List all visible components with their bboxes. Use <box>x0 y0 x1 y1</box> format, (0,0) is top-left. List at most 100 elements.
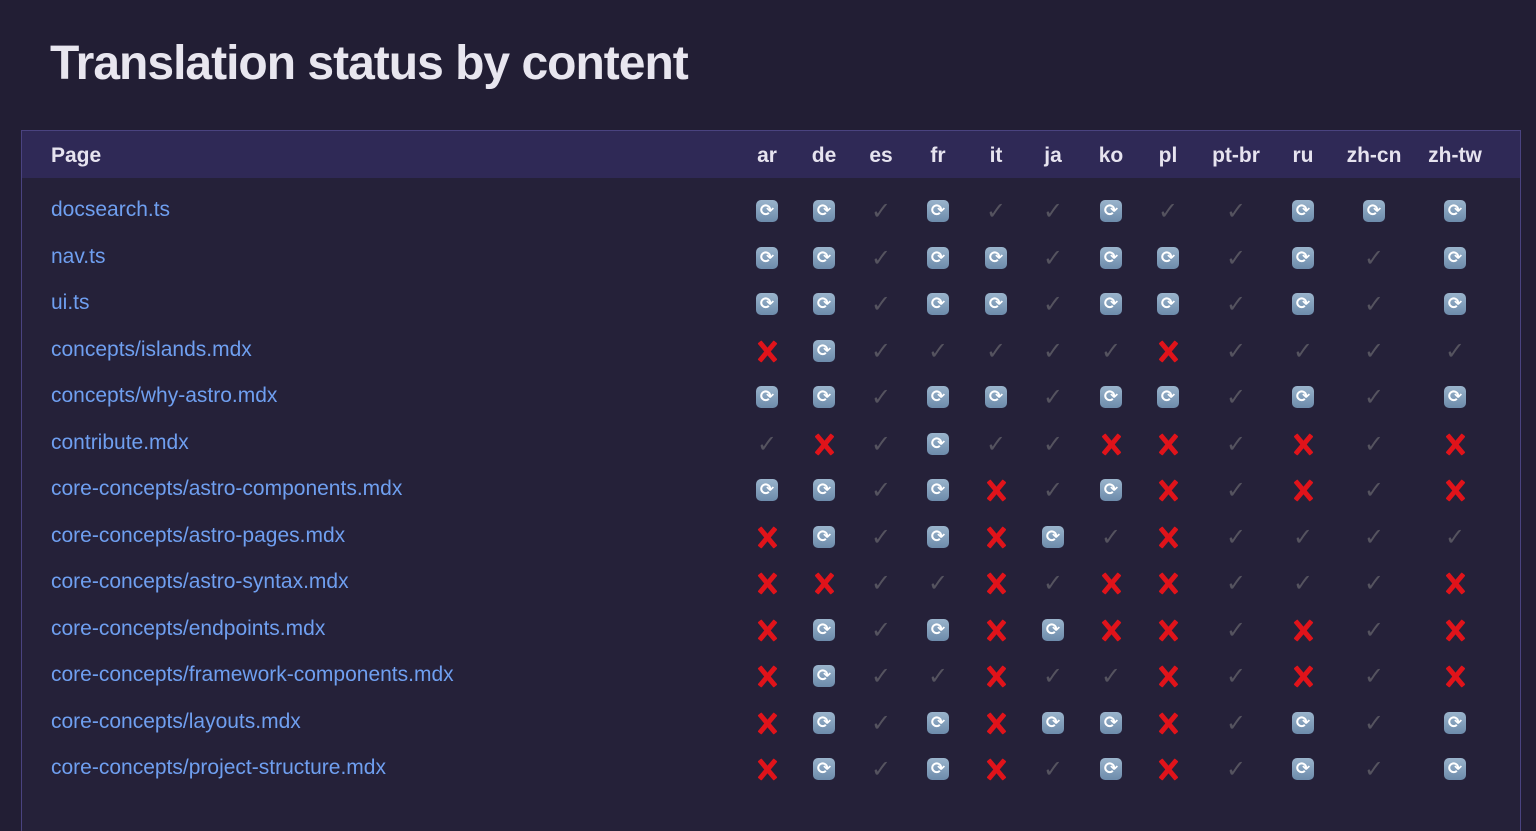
done-check-icon: ✓ <box>870 336 892 365</box>
status-cell-zh-tw <box>1442 570 1468 596</box>
status-cell-ru <box>1290 431 1316 457</box>
needs-update-icon: ⟳ <box>985 293 1007 315</box>
needs-update-icon: ⟳ <box>1292 758 1314 780</box>
page-link[interactable]: concepts/why-astro.mdx <box>51 384 278 407</box>
missing-icon <box>984 757 1008 781</box>
status-cell-it: ✓ <box>983 338 1009 364</box>
needs-update-icon: ⟳ <box>813 200 835 222</box>
status-cell-de: ⟳ <box>811 384 837 410</box>
done-check-icon: ✓ <box>985 429 1007 458</box>
status-cell-es: ✓ <box>868 663 894 689</box>
done-check-icon: ✓ <box>927 336 949 365</box>
page-link[interactable]: core-concepts/astro-pages.mdx <box>51 523 346 547</box>
needs-update-icon: ⟳ <box>927 711 949 734</box>
needs-update-icon: ⟳ <box>1100 711 1122 734</box>
needs-update-icon: ⟳ <box>1292 246 1314 269</box>
needs-update-icon: ⟳ <box>1292 711 1314 734</box>
page-link[interactable]: core-concepts/project-structure.mdx <box>51 756 386 779</box>
status-cell-zh-tw: ⟳ <box>1442 291 1468 317</box>
status-cell-es: ✓ <box>868 291 894 317</box>
status-cell-zh-cn: ✓ <box>1361 384 1387 410</box>
status-cell-it <box>983 710 1009 736</box>
status-cell-ko: ✓ <box>1098 338 1124 364</box>
done-check-icon: ✓ <box>870 755 892 783</box>
status-cell-ar <box>754 710 780 736</box>
status-cell-ja: ✓ <box>1040 198 1066 224</box>
done-check-icon: ✓ <box>1225 476 1247 504</box>
needs-update-icon: ⟳ <box>985 246 1007 269</box>
status-cell-es: ✓ <box>868 245 894 271</box>
status-cell-fr: ⟳ <box>925 524 951 550</box>
needs-update-icon: ⟳ <box>813 293 835 315</box>
status-cell-pt-br: ✓ <box>1223 710 1249 736</box>
status-cell-de: ⟳ <box>811 245 837 271</box>
page-link[interactable]: core-concepts/astro-components.mdx <box>51 477 403 500</box>
status-cell-ko: ⟳ <box>1098 477 1124 503</box>
status-cell-ar: ⟳ <box>754 384 780 410</box>
status-cell-ja: ⟳ <box>1040 524 1066 550</box>
status-cell-ar: ⟳ <box>754 245 780 271</box>
status-cell-it <box>983 663 1009 689</box>
status-cell-pl <box>1155 524 1181 550</box>
done-check-icon: ✓ <box>1225 429 1247 458</box>
page-link[interactable]: core-concepts/layouts.mdx <box>51 709 301 733</box>
needs-update-icon: ⟳ <box>1363 200 1385 222</box>
page-link[interactable]: ui.ts <box>51 291 90 314</box>
needs-update-icon: ⟳ <box>1157 293 1179 315</box>
table-body: docsearch.ts ⟳ ⟳ ✓ ⟳ ✓ ✓ ⟳ ✓ ✓ ⟳ ⟳ ⟳ nav.ts ⟳ ⟳ ✓ ⟳ ⟳ ✓ ⟳ ⟳ ✓ ⟳… <box>22 178 1520 793</box>
table-row: core-concepts/astro-syntax.mdx ✓ ✓ ✓ ✓ ✓ ✓ <box>22 560 1520 607</box>
status-cell-zh-tw: ⟳ <box>1442 198 1468 224</box>
missing-icon <box>1099 618 1123 642</box>
status-cell-pt-br: ✓ <box>1223 338 1249 364</box>
missing-icon <box>1443 571 1467 595</box>
missing-icon <box>755 711 779 735</box>
needs-update-icon: ⟳ <box>756 293 778 315</box>
status-cell-es: ✓ <box>868 477 894 503</box>
status-cell-ar <box>754 570 780 596</box>
table-header: Page ar de es fr it ja ko pl pt-br ru zh-cn zh-tw <box>22 131 1520 178</box>
status-cell-ru: ⟳ <box>1290 291 1316 317</box>
missing-icon <box>984 571 1008 595</box>
status-cell-ko: ⟳ <box>1098 710 1124 736</box>
missing-icon <box>812 432 836 456</box>
table-row: contribute.mdx ✓ ✓ ⟳ ✓ ✓ ✓ ✓ <box>22 421 1520 468</box>
needs-update-icon: ⟳ <box>927 525 949 548</box>
status-cell-es: ✓ <box>868 384 894 410</box>
done-check-icon: ✓ <box>1042 243 1064 272</box>
status-cell-it <box>983 570 1009 596</box>
page-link[interactable]: core-concepts/astro-syntax.mdx <box>51 570 349 593</box>
page-link[interactable]: concepts/islands.mdx <box>51 337 252 361</box>
done-check-icon: ✓ <box>985 197 1007 225</box>
page-link[interactable]: nav.ts <box>51 244 106 268</box>
page-link[interactable]: core-concepts/framework-components.mdx <box>51 663 454 686</box>
done-check-icon: ✓ <box>1363 243 1385 272</box>
status-cell-zh-cn: ✓ <box>1361 431 1387 457</box>
column-header-it: it <box>989 144 1003 167</box>
missing-icon <box>1443 432 1467 456</box>
status-cell-ja: ✓ <box>1040 291 1066 317</box>
status-cell-zh-cn: ✓ <box>1361 617 1387 643</box>
column-header-zh-cn: zh-cn <box>1346 144 1402 167</box>
needs-update-icon: ⟳ <box>756 246 778 269</box>
status-cell-ja: ✓ <box>1040 663 1066 689</box>
status-cell-de: ⟳ <box>811 291 837 317</box>
missing-icon <box>812 571 836 595</box>
done-check-icon: ✓ <box>1042 755 1064 783</box>
needs-update-icon: ⟳ <box>1157 386 1179 408</box>
missing-icon <box>1099 432 1123 456</box>
done-check-icon: ✓ <box>870 383 892 411</box>
page-link[interactable]: core-concepts/endpoints.mdx <box>51 616 326 640</box>
needs-update-icon: ⟳ <box>927 432 949 455</box>
status-cell-zh-cn: ✓ <box>1361 710 1387 736</box>
status-cell-fr: ⟳ <box>925 617 951 643</box>
done-check-icon: ✓ <box>1225 708 1247 737</box>
status-cell-it: ⟳ <box>983 291 1009 317</box>
status-cell-it <box>983 524 1009 550</box>
page-link[interactable]: contribute.mdx <box>51 430 189 454</box>
status-cell-ko: ✓ <box>1098 663 1124 689</box>
status-cell-ja: ✓ <box>1040 570 1066 596</box>
needs-update-icon: ⟳ <box>1444 711 1466 734</box>
page-link[interactable]: docsearch.ts <box>51 198 171 221</box>
column-header-pl: pl <box>1158 144 1178 167</box>
done-check-icon: ✓ <box>1042 569 1064 597</box>
